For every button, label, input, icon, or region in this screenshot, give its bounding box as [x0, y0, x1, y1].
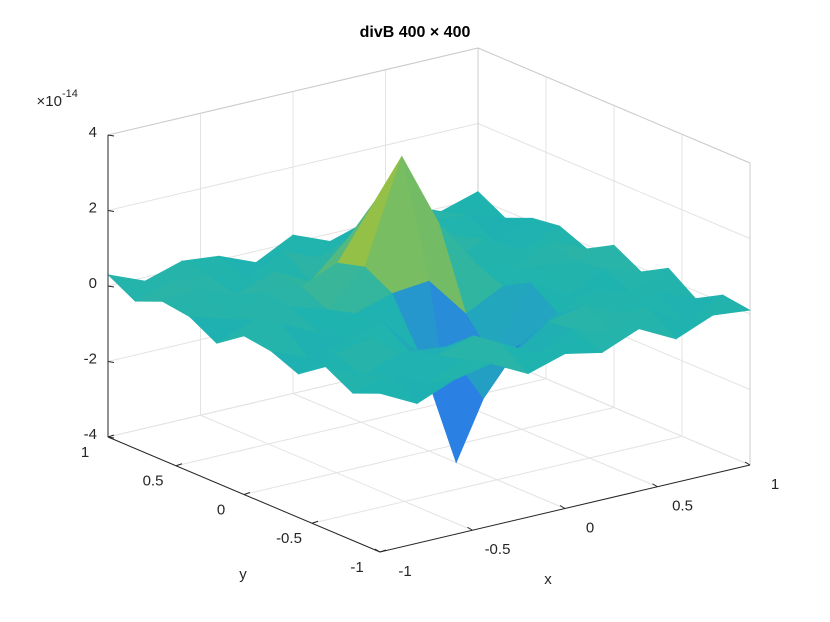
grid-line — [243, 407, 615, 495]
z-exponent-power: -14 — [62, 88, 78, 100]
y-tick-label: -1 — [350, 559, 363, 576]
y-tick-label: 0 — [217, 501, 225, 518]
x-tick — [744, 461, 751, 466]
y-tick-label: 0.5 — [143, 473, 164, 490]
y-tick — [379, 549, 387, 553]
box-edge — [477, 47, 751, 164]
z-tick-label: -4 — [84, 426, 97, 443]
x-axis-label: x — [544, 571, 552, 588]
chart-title: divB 400 × 400 — [360, 24, 471, 41]
x-tick-label: -0.5 — [485, 541, 511, 558]
x-tick-label: 0 — [586, 519, 594, 536]
x-tick — [559, 505, 566, 509]
z-exponent-base: ×10 — [37, 93, 62, 110]
box-edge — [107, 47, 479, 136]
z-tick-label: 4 — [89, 124, 97, 141]
z-tick-label: 2 — [89, 199, 97, 216]
y-tick — [175, 463, 183, 467]
z-tick — [107, 285, 115, 288]
z-tick — [107, 361, 115, 363]
y-tick — [243, 492, 251, 495]
z-tick-label: 0 — [89, 275, 97, 292]
x-tick — [467, 526, 473, 531]
y-tick-label: 1 — [81, 444, 89, 461]
grid-line — [107, 123, 479, 211]
y-tick — [311, 520, 319, 524]
z-tick — [107, 210, 115, 212]
z-tick — [107, 134, 115, 137]
z-tick-label: -2 — [84, 350, 97, 367]
x-tick — [652, 483, 658, 488]
x-tick-label: -1 — [398, 563, 411, 580]
x-tick-label: 0.5 — [672, 498, 693, 515]
x-tick — [374, 548, 381, 553]
surface-patch — [352, 372, 418, 405]
y-tick-label: -0.5 — [276, 530, 302, 547]
grid-line — [477, 123, 751, 239]
z-tick — [107, 436, 115, 439]
y-axis-label: y — [239, 566, 247, 583]
x-tick-label: 1 — [771, 476, 779, 493]
grid-line — [311, 435, 683, 524]
